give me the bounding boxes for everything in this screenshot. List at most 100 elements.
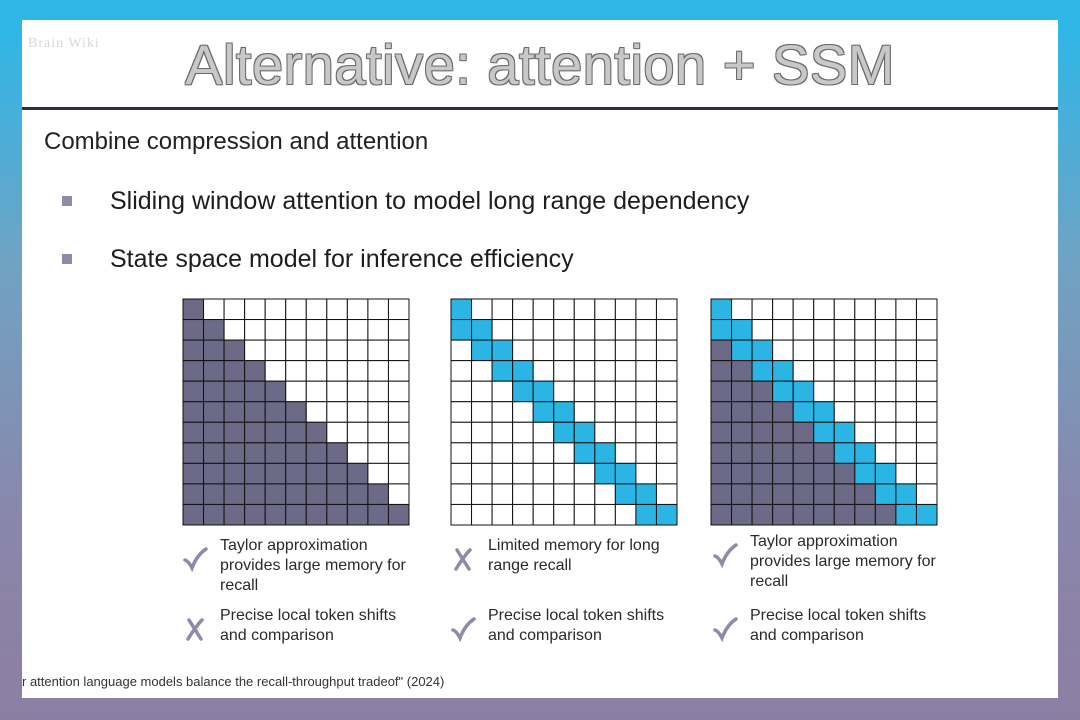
grid-cell-empty <box>532 339 555 362</box>
grid-cell-window <box>573 442 596 464</box>
grid-cell-window <box>532 380 555 403</box>
grid-cell-ssm <box>854 483 876 505</box>
grid-cell-empty <box>387 421 410 444</box>
grid-cell-empty <box>512 462 534 485</box>
caption-text: Precise local token shifts and comparison <box>488 606 688 646</box>
grid-cell-empty <box>285 360 307 382</box>
caption-line: provides large memory for <box>750 553 936 570</box>
grid-cell-ssm <box>182 319 205 341</box>
caption-item: Precise local token shifts and comparison <box>182 606 420 646</box>
grid-cell-empty <box>573 483 596 505</box>
grid-cell-ssm <box>326 442 348 464</box>
bullet-item: State space model for inference efficien… <box>62 242 574 276</box>
grid-cell-window <box>471 339 493 362</box>
grid-cell-ssm <box>710 380 733 403</box>
grid-cell-ssm <box>813 483 835 505</box>
grid-cell-empty <box>512 298 534 321</box>
grid-cell-empty <box>854 360 876 382</box>
grid-cell-window <box>450 298 473 321</box>
grid-cell-empty <box>553 503 575 526</box>
grid-cell-ssm <box>244 380 266 403</box>
grid-cell-empty <box>346 319 369 341</box>
grid-cell-empty <box>854 339 876 362</box>
grid-cell-window <box>813 401 835 423</box>
caption-item: Taylor approximation provides large memor… <box>182 536 420 596</box>
grid-cell-empty <box>264 298 287 321</box>
grid-cell-empty <box>655 483 678 505</box>
grid-cell-empty <box>450 442 473 464</box>
grid-cell-empty <box>471 401 493 423</box>
grid-cell-empty <box>594 380 616 403</box>
grid-cell-empty <box>553 462 575 485</box>
grid-cell-empty <box>833 339 856 362</box>
grid-cell-empty <box>854 319 876 341</box>
grid-cell-ssm <box>792 483 815 505</box>
caption-line: range recall <box>488 557 572 574</box>
grid-cell-empty <box>553 483 575 505</box>
grid-cell-ssm <box>710 503 733 526</box>
grid-cell-empty <box>614 380 637 403</box>
caption-line: and comparison <box>750 627 864 644</box>
grid-cell-empty <box>471 380 493 403</box>
grid-cell-ssm <box>710 421 733 444</box>
grid-cell-empty <box>751 298 774 321</box>
grid-cell-empty <box>813 360 835 382</box>
grid-cell-ssm <box>326 483 348 505</box>
grid-cell-empty <box>512 421 534 444</box>
grid-cell-empty <box>471 298 493 321</box>
grid-cell-ssm <box>710 360 733 382</box>
caption-line: Taylor approximation <box>750 533 898 550</box>
slide: Brain Wiki Alternative: attention + SSM … <box>22 20 1058 698</box>
grid-cell-empty <box>367 298 389 321</box>
grid-cell-ssm <box>285 401 307 423</box>
grid-cell-empty <box>614 298 637 321</box>
grid-cell-empty <box>874 319 897 341</box>
grid-cell-empty <box>450 339 473 362</box>
grid-cell-ssm <box>367 503 389 526</box>
grid-cell-empty <box>594 483 616 505</box>
grid-cell-empty <box>326 421 348 444</box>
grid-cell-empty <box>471 442 493 464</box>
grid-cell-empty <box>655 380 678 403</box>
grid-cell-window <box>874 462 897 485</box>
grid-cell-empty <box>614 339 637 362</box>
grid-cell-ssm <box>346 503 369 526</box>
grid-cell-empty <box>491 401 514 423</box>
grid-cell-empty <box>285 380 307 403</box>
grid-cell-ssm <box>772 483 794 505</box>
grid-cell-empty <box>387 319 410 341</box>
check-icon <box>713 617 738 642</box>
caption-text: Taylor approximation provides large memor… <box>220 536 420 596</box>
bullet-text: State space model for inference efficien… <box>110 244 574 273</box>
grid-cell-empty <box>635 401 657 423</box>
grid-cell-empty <box>305 380 328 403</box>
grid-cell-window <box>792 380 815 403</box>
grid-cell-ssm <box>244 442 266 464</box>
grid-cell-ssm <box>264 462 287 485</box>
grid-cell-ssm <box>710 483 733 505</box>
grid-cell-window <box>833 442 856 464</box>
grid-cell-empty <box>614 442 637 464</box>
grid-cell-empty <box>553 380 575 403</box>
grid-cell-empty <box>326 339 348 362</box>
grid-cell-empty <box>346 421 369 444</box>
grid-cell-empty <box>326 298 348 321</box>
grid-cell-window <box>594 462 616 485</box>
grid-cell-empty <box>223 319 246 341</box>
grid-cell-ssm <box>792 442 815 464</box>
grid-cell-empty <box>346 380 369 403</box>
grid-cell-window <box>635 483 657 505</box>
grid-cell-empty <box>635 360 657 382</box>
caption-line: Limited memory for long <box>488 537 660 554</box>
grid-cell-empty <box>573 298 596 321</box>
grid-cell-ssm <box>792 421 815 444</box>
grid-cell-ssm <box>751 483 774 505</box>
grid-cell-empty <box>532 421 555 444</box>
grid-cell-empty <box>915 298 938 321</box>
grid-cell-empty <box>635 421 657 444</box>
grid-cell-empty <box>387 401 410 423</box>
grid-cell-empty <box>874 298 897 321</box>
caption-item: Precise local token shifts and comparison <box>712 606 950 646</box>
cross-icon <box>454 548 472 571</box>
grid-cell-empty <box>895 442 917 464</box>
